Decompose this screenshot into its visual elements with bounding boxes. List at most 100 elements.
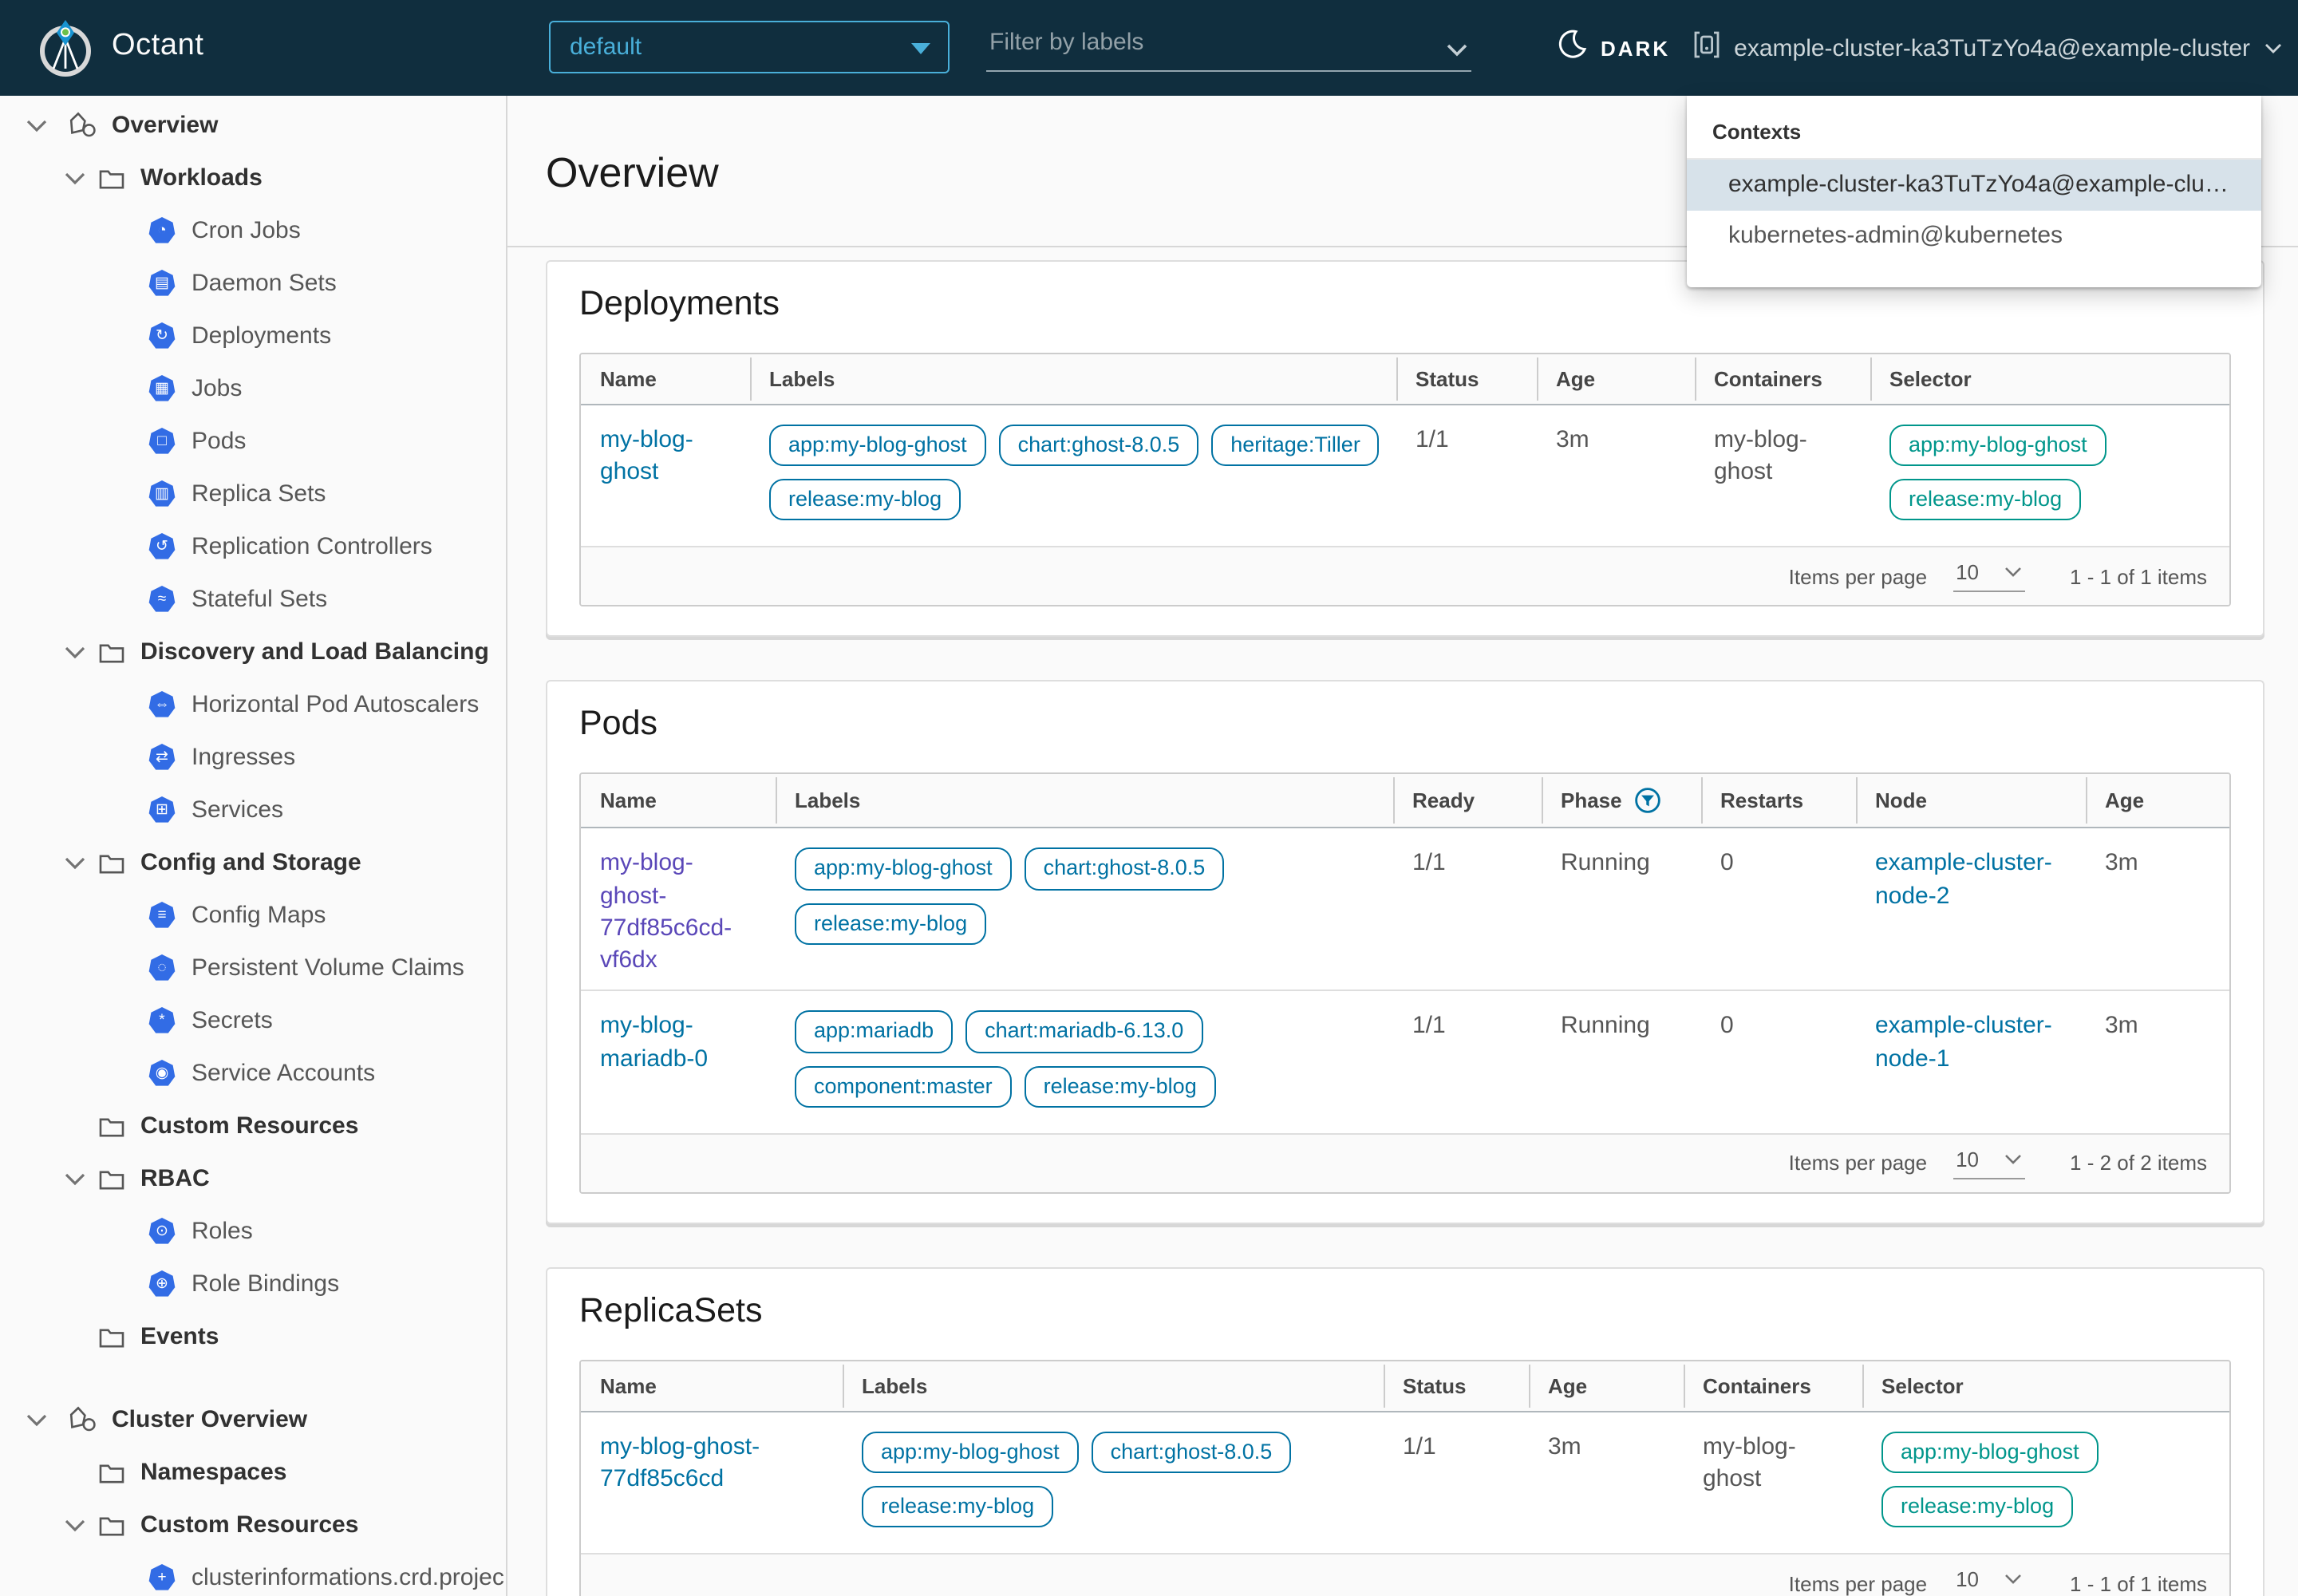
label-filter-input[interactable] bbox=[986, 22, 1420, 56]
role-icon: ⊙ bbox=[148, 1218, 176, 1244]
pvc-icon: ◌ bbox=[148, 954, 176, 981]
column-header-node[interactable]: Node bbox=[1856, 775, 2086, 828]
column-header-age[interactable]: Age bbox=[1537, 354, 1695, 404]
chevron-down-icon[interactable] bbox=[26, 1413, 48, 1426]
column-header-name[interactable]: Name bbox=[600, 788, 657, 813]
replication-controller-icon: ↺ bbox=[148, 533, 176, 559]
sidebar-item-daemon-sets[interactable]: ▤ Daemon Sets bbox=[0, 257, 506, 310]
sidebar-item-cron-jobs[interactable]: ◔ Cron Jobs bbox=[0, 204, 506, 257]
column-header-containers[interactable]: Containers bbox=[1684, 1361, 1862, 1411]
context-switcher-button[interactable]: example-cluster-ka3TuTzYo4a@example-clus… bbox=[1692, 0, 2282, 96]
sidebar-item-config-and-storage[interactable]: Config and Storage bbox=[0, 836, 506, 889]
sidebar-item-stateful-sets[interactable]: ≈ Stateful Sets bbox=[0, 573, 506, 626]
chevron-down-icon[interactable] bbox=[64, 172, 86, 184]
chevron-down-icon[interactable] bbox=[64, 646, 86, 658]
sidebar-item-ingresses[interactable]: ⇄ Ingresses bbox=[0, 731, 506, 784]
column-header-name[interactable]: Name bbox=[600, 367, 657, 391]
table-row: my-blog-ghost-77df85c6cd-vf6dx app:my-bl… bbox=[581, 829, 2229, 990]
sidebar-item-horizontal-pod-autoscalers[interactable]: ⇔ Horizontal Pod Autoscalers bbox=[0, 678, 506, 731]
column-header-name[interactable]: Name bbox=[600, 1373, 657, 1398]
label-badge: app:mariadb bbox=[795, 1010, 954, 1053]
node-link[interactable]: example-cluster-node-2 bbox=[1875, 849, 2052, 910]
replicasets-datagrid: Name Labels Status Age Containers Select… bbox=[579, 1359, 2231, 1596]
ingress-icon: ⇄ bbox=[148, 744, 176, 770]
column-header-status[interactable]: Status bbox=[1384, 1361, 1529, 1411]
label-badge: heritage:Tiller bbox=[1211, 425, 1380, 467]
filter-icon[interactable] bbox=[1635, 788, 1662, 815]
sidebar-item-cluster-overview[interactable]: Cluster Overview bbox=[0, 1393, 506, 1446]
replicaset-link[interactable]: my-blog-ghost-77df85c6cd bbox=[600, 1432, 760, 1493]
column-header-selector[interactable]: Selector bbox=[1862, 1361, 2229, 1411]
dark-theme-toggle[interactable]: DARK bbox=[1558, 0, 1670, 96]
main-content: Overview Deployments Name Labels Status … bbox=[507, 96, 2298, 1596]
context-menu-item-kubernetes-admin[interactable]: kubernetes-admin@kubernetes bbox=[1728, 222, 2063, 249]
selector-badge: release:my-blog bbox=[1889, 479, 2082, 521]
column-header-age[interactable]: Age bbox=[2086, 775, 2229, 828]
sidebar-item-jobs[interactable]: ▦ Jobs bbox=[0, 362, 506, 415]
column-header-selector[interactable]: Selector bbox=[1870, 354, 2229, 404]
app-title: Octant bbox=[112, 29, 204, 62]
deployment-link[interactable]: my-blog-ghost bbox=[600, 426, 693, 486]
selector-badge: app:my-blog-ghost bbox=[1881, 1431, 2099, 1474]
column-header-labels[interactable]: Labels bbox=[750, 354, 1396, 404]
table-row: my-blog-ghost-77df85c6cd app:my-blog-gho… bbox=[581, 1412, 2229, 1554]
column-header-status[interactable]: Status bbox=[1396, 354, 1537, 404]
chevron-down-icon[interactable] bbox=[64, 856, 86, 869]
column-header-phase[interactable]: Phase bbox=[1542, 775, 1701, 828]
items-per-page-select[interactable]: 10 bbox=[1953, 1568, 2025, 1596]
chevron-down-icon[interactable] bbox=[64, 1172, 86, 1185]
node-link[interactable]: example-cluster-node-1 bbox=[1875, 1012, 2052, 1073]
page-title: Overview bbox=[546, 148, 719, 196]
deployment-icon: ↻ bbox=[148, 322, 176, 349]
context-menu-item-example-cluster[interactable]: example-cluster-ka3TuTzYo4a@example-clus… bbox=[1687, 160, 2261, 211]
sidebar-item-persistent-volume-claims[interactable]: ◌ Persistent Volume Claims bbox=[0, 942, 506, 994]
sidebar-item-namespaces[interactable]: Namespaces bbox=[0, 1446, 506, 1499]
sidebar-item-config-maps[interactable]: ≡ Config Maps bbox=[0, 889, 506, 942]
chevron-down-icon bbox=[2005, 1154, 2021, 1164]
deployments-section-card: Deployments Name Labels Status Age Conta… bbox=[546, 260, 2264, 638]
sidebar-item-workloads[interactable]: Workloads bbox=[0, 152, 506, 204]
sidebar-item-clusterinformations[interactable]: + clusterinformations.crd.projec bbox=[0, 1551, 506, 1596]
column-header-ready[interactable]: Ready bbox=[1393, 775, 1542, 828]
sidebar-item-custom-resources[interactable]: Custom Resources bbox=[0, 1100, 506, 1152]
column-header-restarts[interactable]: Restarts bbox=[1701, 775, 1856, 828]
column-header-labels[interactable]: Labels bbox=[776, 775, 1393, 828]
status-cell: 1/1 bbox=[1403, 1432, 1436, 1460]
deployments-header-row: Name Labels Status Age Containers Select… bbox=[581, 354, 2229, 405]
containers-cell: my-blog-ghost bbox=[1703, 1432, 1796, 1493]
chevron-down-icon[interactable] bbox=[64, 1519, 86, 1531]
items-per-page-select[interactable]: 10 bbox=[1953, 561, 2026, 593]
configmap-icon: ≡ bbox=[148, 902, 176, 928]
page-header: Overview bbox=[507, 96, 2298, 247]
sidebar-item-replica-sets[interactable]: ▥ Replica Sets bbox=[0, 468, 506, 520]
label-badge: app:my-blog-ghost bbox=[862, 1431, 1079, 1474]
sidebar-item-pods[interactable]: □ Pods bbox=[0, 415, 506, 468]
sidebar-item-cluster-custom-resources[interactable]: Custom Resources bbox=[0, 1499, 506, 1551]
sidebar-item-rbac[interactable]: RBAC bbox=[0, 1152, 506, 1205]
sidebar-item-deployments[interactable]: ↻ Deployments bbox=[0, 310, 506, 362]
column-header-containers[interactable]: Containers bbox=[1695, 354, 1870, 404]
custom-resource-icon: + bbox=[148, 1564, 176, 1590]
sidebar-item-replication-controllers[interactable]: ↺ Replication Controllers bbox=[0, 520, 506, 573]
sidebar-item-services[interactable]: ⊞ Services bbox=[0, 784, 506, 836]
pod-link[interactable]: my-blog-mariadb-0 bbox=[600, 1012, 709, 1073]
age-cell: 3m bbox=[2105, 849, 2138, 877]
sidebar-item-role-bindings[interactable]: ⊕ Role Bindings bbox=[0, 1258, 506, 1310]
sidebar-item-discovery-and-load-balancing[interactable]: Discovery and Load Balancing bbox=[0, 626, 506, 678]
namespace-dropdown[interactable]: default bbox=[549, 21, 950, 73]
sidebar-item-service-accounts[interactable]: ◉ Service Accounts bbox=[0, 1047, 506, 1100]
sidebar-item-overview[interactable]: Overview bbox=[0, 99, 506, 152]
sidebar-item-roles[interactable]: ⊙ Roles bbox=[0, 1205, 506, 1258]
sidebar-item-secrets[interactable]: * Secrets bbox=[0, 994, 506, 1047]
sidebar-item-events[interactable]: Events bbox=[0, 1310, 506, 1363]
chevron-down-icon[interactable] bbox=[1446, 37, 1468, 65]
label-badge: chart:mariadb-6.13.0 bbox=[965, 1010, 1203, 1053]
pods-section-card: Pods Name Labels Ready Phase bbox=[546, 680, 2264, 1224]
octant-logo-icon bbox=[32, 14, 99, 89]
column-header-age[interactable]: Age bbox=[1529, 1361, 1684, 1411]
pod-link[interactable]: my-blog-ghost-77df85c6cd-vf6dx bbox=[600, 849, 732, 974]
table-row: my-blog-mariadb-0 app:mariadb chart:mari… bbox=[581, 990, 2229, 1133]
chevron-down-icon[interactable] bbox=[26, 119, 48, 132]
column-header-labels[interactable]: Labels bbox=[843, 1361, 1384, 1411]
items-per-page-select[interactable]: 10 bbox=[1953, 1148, 2026, 1179]
